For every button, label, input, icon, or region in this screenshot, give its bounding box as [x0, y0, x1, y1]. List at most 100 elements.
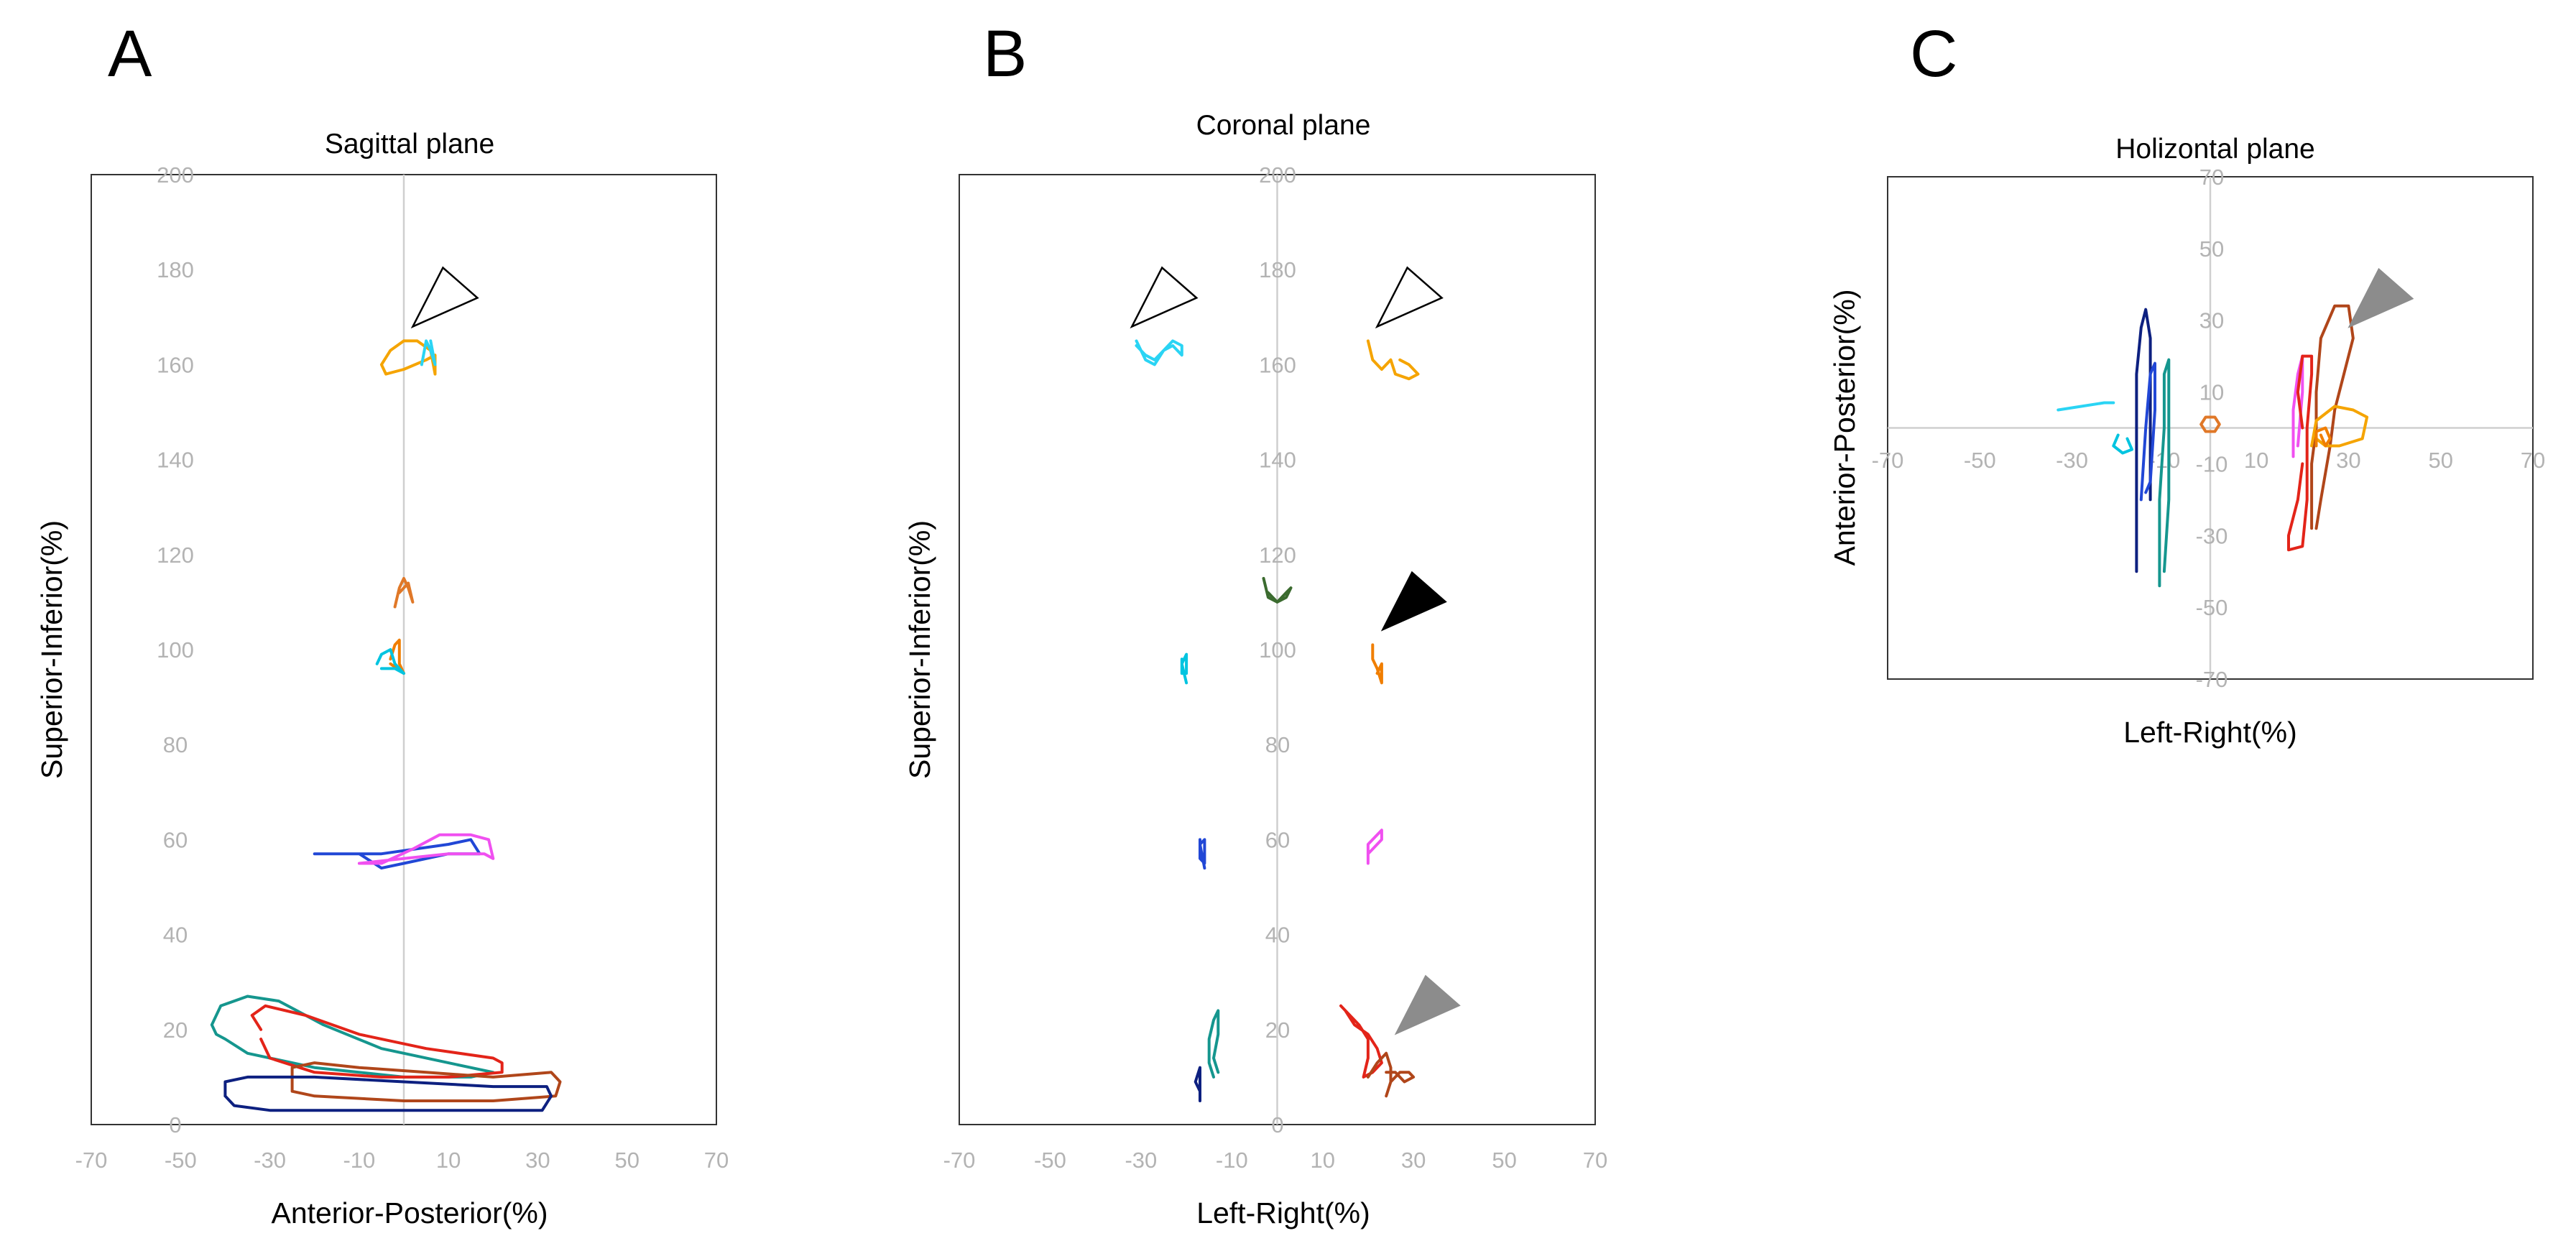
trace-dark-orange-shoulder [393, 576, 415, 609]
x-tick-label: -50 [1034, 1148, 1066, 1173]
y-tick-label: 30 [2199, 308, 2224, 333]
x-tick-label: -10 [1216, 1148, 1248, 1173]
y-tick-label: 20 [163, 1017, 188, 1043]
trace-dark-orange-shoulder [2199, 415, 2221, 433]
trace-brown-ankle [290, 1061, 562, 1102]
trace-cyan-elbow [375, 648, 405, 675]
trace-magenta-wrist [357, 833, 495, 865]
x-tick-label: -30 [254, 1148, 286, 1173]
panel-c: C Holizontal plane -70 -50 -30 -10 10 30 50 70 … [1828, 17, 2545, 749]
x-tick-label: 70 [704, 1148, 729, 1173]
x-tick-label: 70 [2521, 448, 2545, 473]
y-tick-label: -30 [2196, 523, 2228, 548]
x-tick-label: 10 [436, 1148, 461, 1173]
chart-title-c: Holizontal plane [2115, 134, 2315, 165]
y-tick-label: 60 [163, 827, 188, 852]
y-tick-label: 120 [1259, 543, 1296, 568]
trace-cyan-head [420, 339, 437, 366]
panel-letter-b: B [983, 17, 1027, 91]
x-tick-label: -70 [75, 1148, 108, 1173]
y-tick-label: 140 [1259, 448, 1296, 473]
panel-a: A Sagittal plane -70 -50 -30 -10 10 30 50 70 0 2… [35, 17, 729, 1229]
y-tick-label: 20 [1265, 1017, 1290, 1043]
panel-letter-a: A [108, 17, 152, 91]
trace-orange-head [2310, 405, 2369, 448]
y-tick-label: 160 [157, 352, 194, 377]
y-tick-label: 50 [2199, 236, 2224, 262]
x-axis-label-a: Anterior-Posterior(%) [271, 1196, 548, 1229]
x-tick-label: -50 [165, 1148, 197, 1173]
x-ticks-c: -70 -50 -30 -10 10 30 50 70 [1872, 448, 2546, 473]
trace-cyan-elbow [1180, 652, 1188, 685]
gray-arrowhead [1394, 974, 1461, 1035]
x-tick-label: -30 [1125, 1148, 1157, 1173]
x-tick-label: -70 [1872, 448, 1904, 473]
trace-orange-elbow [1371, 643, 1383, 685]
y-tick-label: 180 [1259, 257, 1296, 282]
y-tick-label: 200 [157, 162, 194, 188]
x-tick-label: 30 [2336, 448, 2360, 473]
chart-title-a: Sagittal plane [325, 129, 494, 160]
trace-cyan-head [1135, 339, 1183, 366]
trace-green-shoulder [1262, 576, 1293, 604]
trace-teal-knee [1207, 1009, 1220, 1079]
x-tick-label: -50 [1964, 448, 1996, 473]
trace-brown-ankle [2310, 304, 2355, 530]
y-tick-label: 140 [157, 448, 194, 473]
trace-blue-wrist [1199, 838, 1206, 870]
trace-teal-knee [2158, 358, 2171, 588]
y-ticks-b: 0 20 40 60 80 100 120 140 160 180 200 [1259, 162, 1296, 1137]
trace-orange-head [1366, 339, 1420, 381]
traces-c [2056, 304, 2369, 588]
y-axis-label-b: Superior-Inferior(%) [903, 520, 936, 779]
x-ticks-b: -70 -50 -30 -10 10 30 50 70 [943, 1148, 1608, 1173]
x-tick-label: -10 [343, 1148, 375, 1173]
trace-magenta-wrist [1366, 829, 1383, 865]
y-tick-label: 80 [163, 732, 188, 757]
y-tick-label: 100 [157, 637, 194, 663]
trace-red-knee [250, 1004, 504, 1079]
y-tick-label: 40 [1265, 923, 1290, 948]
y-tick-label: 70 [2199, 165, 2224, 190]
trace-blue-wrist [2139, 361, 2156, 502]
black-arrowhead [1380, 571, 1447, 632]
panel-letter-c: C [1910, 17, 1957, 91]
traces-b [1135, 339, 1420, 1102]
y-ticks-a: 0 20 40 60 80 100 120 140 160 180 200 [157, 162, 194, 1137]
x-tick-label: 30 [525, 1148, 550, 1173]
trace-navy-ankle [1194, 1066, 1201, 1102]
y-tick-label: 160 [1259, 352, 1296, 377]
y-tick-label: 80 [1265, 732, 1290, 757]
chart-title-b: Coronal plane [1196, 110, 1371, 141]
trace-red-knee [2287, 354, 2314, 552]
x-tick-label: 50 [2428, 448, 2452, 473]
x-tick-label: 30 [1401, 1148, 1426, 1173]
y-axis-label-a: Superior-Inferior(%) [35, 520, 68, 779]
x-tick-label: 50 [614, 1148, 639, 1173]
zero-axes-c [1888, 177, 2533, 679]
x-tick-label: -70 [943, 1148, 976, 1173]
y-tick-label: 180 [157, 257, 194, 282]
y-tick-label: -70 [2196, 667, 2228, 692]
x-axis-label-b: Left-Right(%) [1196, 1196, 1370, 1229]
x-tick-label: 10 [2244, 448, 2268, 473]
y-tick-label: 10 [2199, 380, 2224, 405]
gray-arrowhead [2348, 267, 2414, 328]
trace-orange-elbow [2314, 426, 2332, 448]
markers-c [2348, 267, 2414, 328]
y-tick-label: 100 [1259, 637, 1296, 663]
x-tick-label: 70 [1583, 1148, 1607, 1173]
open-arrowhead [410, 266, 479, 329]
trace-teal-knee [210, 995, 495, 1079]
trace-cyan-head [2056, 401, 2115, 412]
y-tick-label: 0 [169, 1112, 181, 1137]
trace-navy-ankle [223, 1075, 553, 1112]
y-tick-label: -50 [2196, 595, 2228, 620]
x-axis-label-c: Left-Right(%) [2123, 716, 2297, 749]
y-ticks-c: -70 -50 -30 -10 10 30 50 70 [2196, 165, 2228, 692]
y-tick-label: 200 [1259, 162, 1296, 188]
traces-a [210, 339, 562, 1112]
y-tick-label: 40 [163, 923, 188, 948]
y-tick-label: -10 [2196, 451, 2228, 476]
